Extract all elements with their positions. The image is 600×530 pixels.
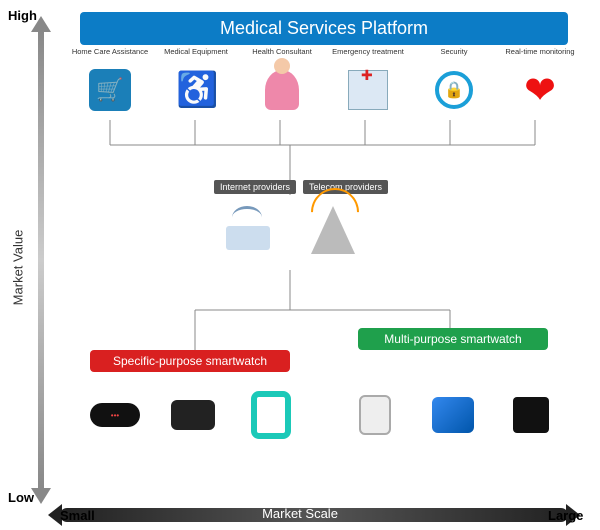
internet-providers-label: Internet providers (214, 180, 296, 194)
service-security: Security 🔒 (414, 48, 494, 114)
specific-banner: Specific-purpose smartwatch (90, 350, 290, 372)
services-row: Home Care Assistance 🛒 Medical Equipment… (70, 48, 580, 114)
service-label: Medical Equipment (156, 48, 236, 64)
cell-tower-icon (303, 200, 363, 260)
fitness-band-icon (236, 380, 306, 450)
shopping-cart-icon: 🛒 (86, 66, 134, 114)
multi-banner: Multi-purpose smartwatch (358, 328, 548, 350)
nurse-icon (258, 66, 306, 114)
y-axis-title: Market Value (11, 230, 26, 306)
multi-devices-row (340, 380, 570, 450)
heart-ecg-icon: ❤ (516, 66, 564, 114)
wheelchair-icon (172, 66, 220, 114)
service-label: Security (414, 48, 494, 64)
x-axis-small-label: Small (60, 508, 95, 523)
x-axis-large-label: Large (548, 508, 583, 523)
smartwatch-icon (496, 380, 566, 450)
smartwatch-icon (340, 380, 410, 450)
network-row (205, 200, 375, 260)
fitness-band-icon (158, 380, 228, 450)
top-banner: Medical Services Platform (80, 12, 568, 45)
service-realtime: Real-time monitoring ❤ (500, 48, 580, 114)
router-icon (218, 200, 278, 260)
specific-devices-row: ••• (80, 380, 310, 450)
service-label: Real-time monitoring (500, 48, 580, 64)
hospital-icon (344, 66, 392, 114)
service-home-care: Home Care Assistance 🛒 (70, 48, 150, 114)
service-label: Emergency treatment (328, 48, 408, 64)
x-axis-title: Market Scale (262, 506, 338, 521)
shield-icon: 🔒 (430, 66, 478, 114)
service-health-consultant: Health Consultant (242, 48, 322, 114)
smartwatch-icon (418, 380, 488, 450)
service-label: Home Care Assistance (70, 48, 150, 64)
service-medical-equipment: Medical Equipment (156, 48, 236, 114)
service-emergency: Emergency treatment (328, 48, 408, 114)
y-axis-arrow (38, 30, 44, 490)
fitness-band-icon: ••• (80, 380, 150, 450)
